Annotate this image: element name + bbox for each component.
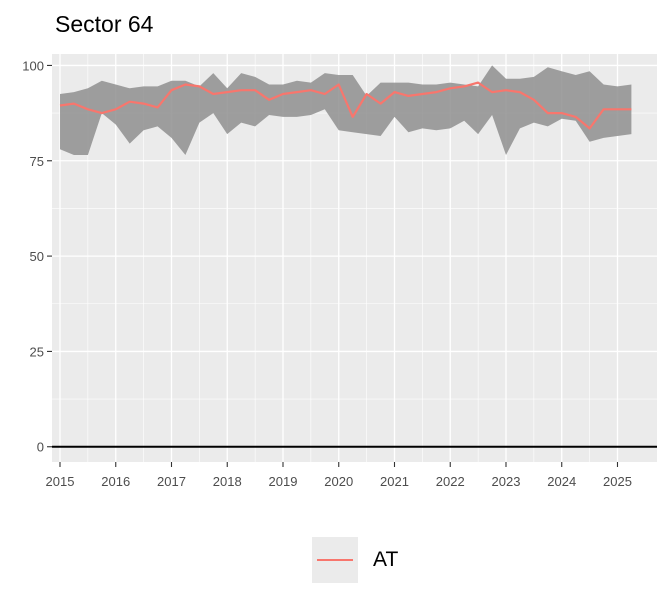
x-tick-label: 2022 (436, 474, 465, 489)
x-tick-label: 2020 (324, 474, 353, 489)
x-tick-label: 2015 (46, 474, 75, 489)
x-tick-label: 2018 (213, 474, 242, 489)
x-tick-label: 2019 (269, 474, 298, 489)
x-tick-label: 2017 (157, 474, 186, 489)
x-axis: 2015 2016 2017 2018 2019 2020 2021 2022 2023 2024… (46, 462, 632, 489)
x-tick-label: 2016 (101, 474, 130, 489)
legend-label-at: AT (373, 548, 399, 571)
series-line-at (59, 81, 632, 130)
legend: AT (312, 537, 398, 583)
y-tick-label: 75 (30, 154, 44, 169)
x-tick-label: 2021 (380, 474, 409, 489)
chart-title: Sector 64 (55, 11, 154, 37)
y-tick-label: 50 (30, 249, 44, 264)
x-tick-label: 2024 (547, 474, 576, 489)
y-tick-label: 0 (37, 440, 44, 455)
x-tick-label: 2025 (603, 474, 632, 489)
legend-key-at (312, 537, 358, 583)
series-lines (59, 81, 632, 130)
y-axis: 0 25 50 75 100 (22, 58, 52, 455)
legend-line-at (317, 559, 353, 561)
y-tick-label: 25 (30, 344, 44, 359)
x-tick-label: 2023 (492, 474, 521, 489)
y-tick-label: 100 (22, 58, 44, 73)
